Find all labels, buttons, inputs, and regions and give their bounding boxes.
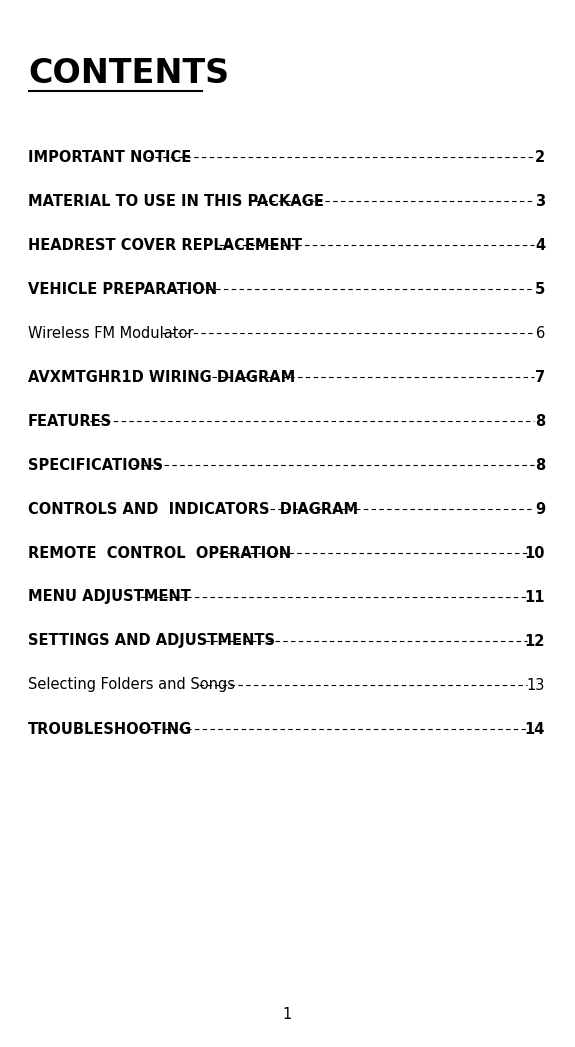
Text: 6: 6 <box>536 326 545 340</box>
Text: SETTINGS AND ADJUSTMENTS: SETTINGS AND ADJUSTMENTS <box>28 633 275 648</box>
Text: 9: 9 <box>535 502 545 516</box>
Text: 7: 7 <box>535 370 545 384</box>
Text: MATERIAL TO USE IN THIS PACKAGE: MATERIAL TO USE IN THIS PACKAGE <box>28 194 324 208</box>
Text: HEADREST COVER REPLACEMENT: HEADREST COVER REPLACEMENT <box>28 238 302 252</box>
Text: 5: 5 <box>535 282 545 296</box>
Text: TROUBLESHOOTING: TROUBLESHOOTING <box>28 721 192 736</box>
Text: Wireless FM Modulator: Wireless FM Modulator <box>28 326 194 340</box>
Text: 8: 8 <box>535 458 545 472</box>
Text: CONTROLS AND  INDICATORS  DIAGRAM: CONTROLS AND INDICATORS DIAGRAM <box>28 502 358 516</box>
Text: 2: 2 <box>535 150 545 164</box>
Text: CONTENTS: CONTENTS <box>28 57 229 90</box>
Text: MENU ADJUSTMENT: MENU ADJUSTMENT <box>28 589 191 604</box>
Text: IMPORTANT NOTICE: IMPORTANT NOTICE <box>28 150 191 164</box>
Text: FEATURES: FEATURES <box>28 414 112 428</box>
Text: 10: 10 <box>524 545 545 560</box>
Text: 3: 3 <box>535 194 545 208</box>
Text: Selecting Folders and Songs: Selecting Folders and Songs <box>28 677 235 692</box>
Text: 11: 11 <box>524 589 545 604</box>
Text: 14: 14 <box>524 721 545 736</box>
Text: 8: 8 <box>535 414 545 428</box>
Text: 13: 13 <box>527 677 545 692</box>
Text: REMOTE  CONTROL  OPERATION: REMOTE CONTROL OPERATION <box>28 545 291 560</box>
Text: SPECIFICATIONS: SPECIFICATIONS <box>28 458 163 472</box>
Text: VEHICLE PREPARATION: VEHICLE PREPARATION <box>28 282 217 296</box>
Text: 4: 4 <box>535 238 545 252</box>
Text: AVXMTGHR1D WIRING DIAGRAM: AVXMTGHR1D WIRING DIAGRAM <box>28 370 295 384</box>
Text: 1: 1 <box>283 1007 292 1022</box>
Text: 12: 12 <box>524 633 545 648</box>
